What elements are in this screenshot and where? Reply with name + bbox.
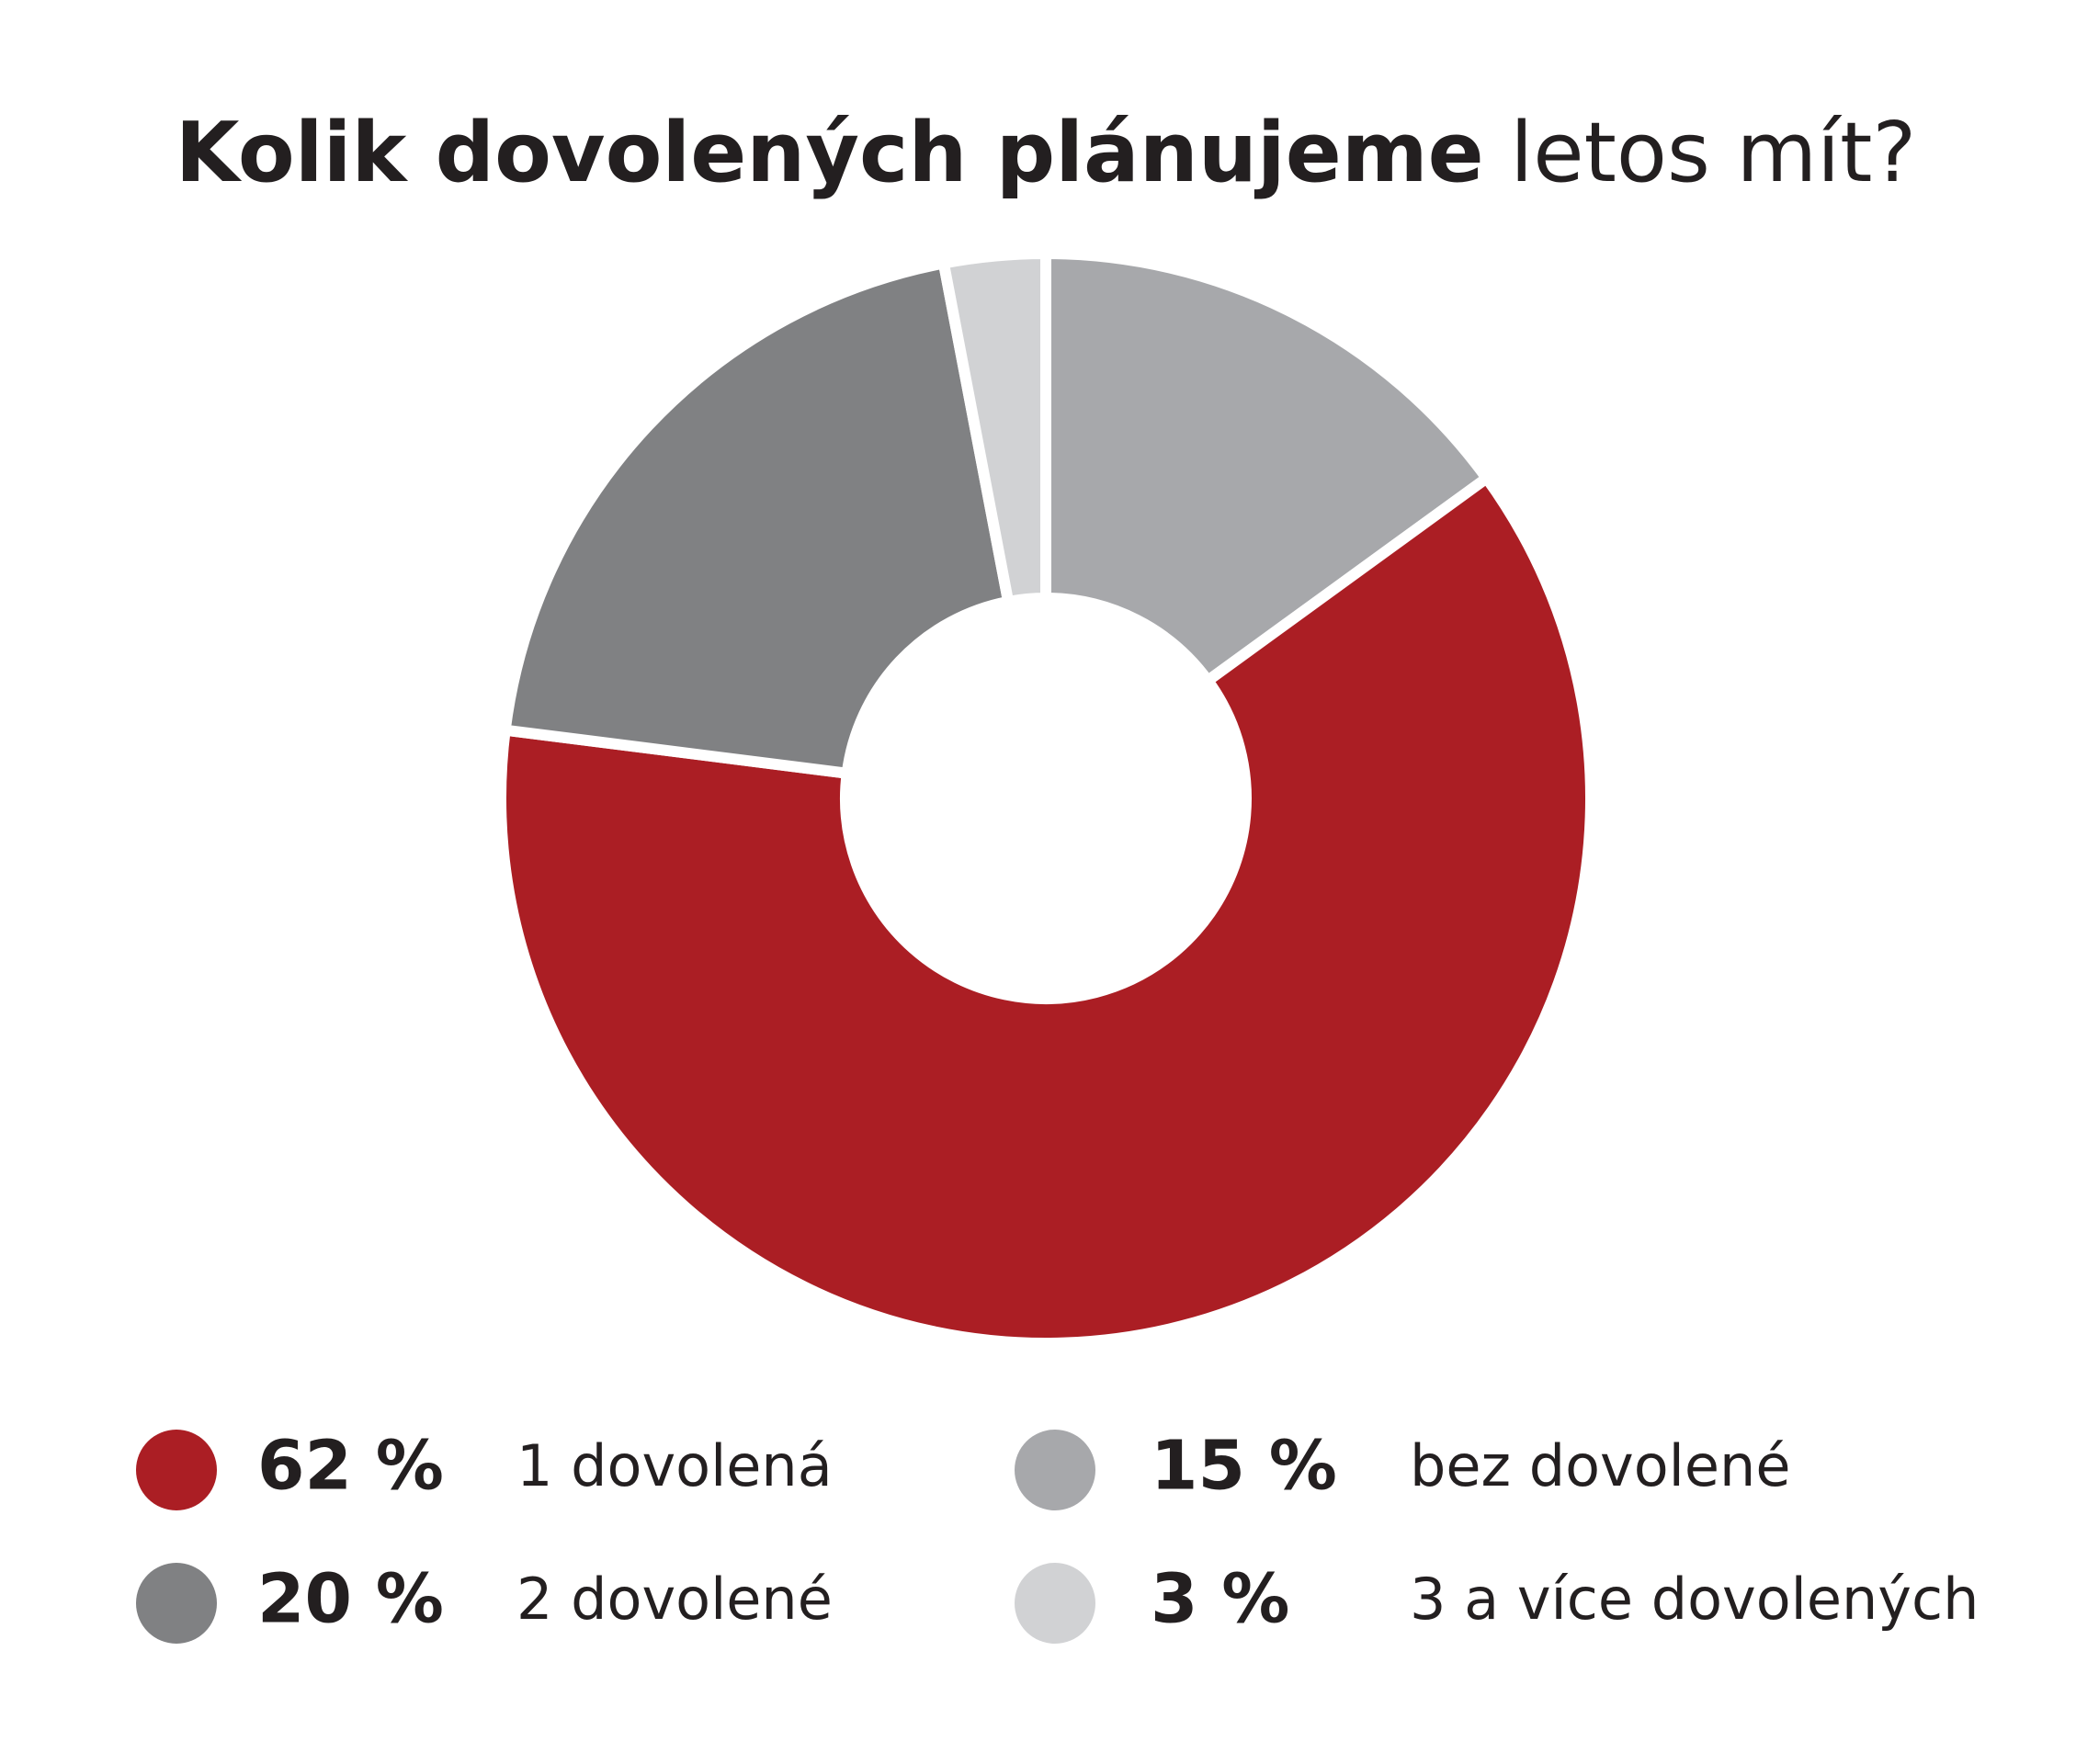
legend-value: 20 % [257, 1560, 444, 1639]
donut-slice [495, 470, 1596, 1349]
legend-swatch [1015, 1430, 1095, 1510]
legend-swatch [136, 1430, 217, 1510]
legend-label: bez dovolené [1410, 1432, 1790, 1499]
legend-value: 15 % [1151, 1427, 1337, 1506]
legend-label: 2 dovolené [516, 1566, 833, 1633]
donut-slice [1040, 247, 1495, 689]
title-regular: letos mít? [1510, 105, 1916, 201]
legend-label: 3 a více dovolených [1410, 1566, 1979, 1633]
legend-label: 1 dovolená [516, 1432, 833, 1499]
legend-swatch [1015, 1563, 1095, 1644]
legend-value: 62 % [257, 1427, 444, 1506]
chart-title: Kolik dovolených plánujeme letos mít? [176, 105, 1916, 201]
title-bold: Kolik dovolených plánujeme [176, 105, 1484, 201]
legend-swatch [136, 1563, 217, 1644]
legend-value: 3 % [1151, 1560, 1289, 1639]
donut-slice [936, 247, 1051, 608]
donut-slice [498, 256, 1015, 780]
